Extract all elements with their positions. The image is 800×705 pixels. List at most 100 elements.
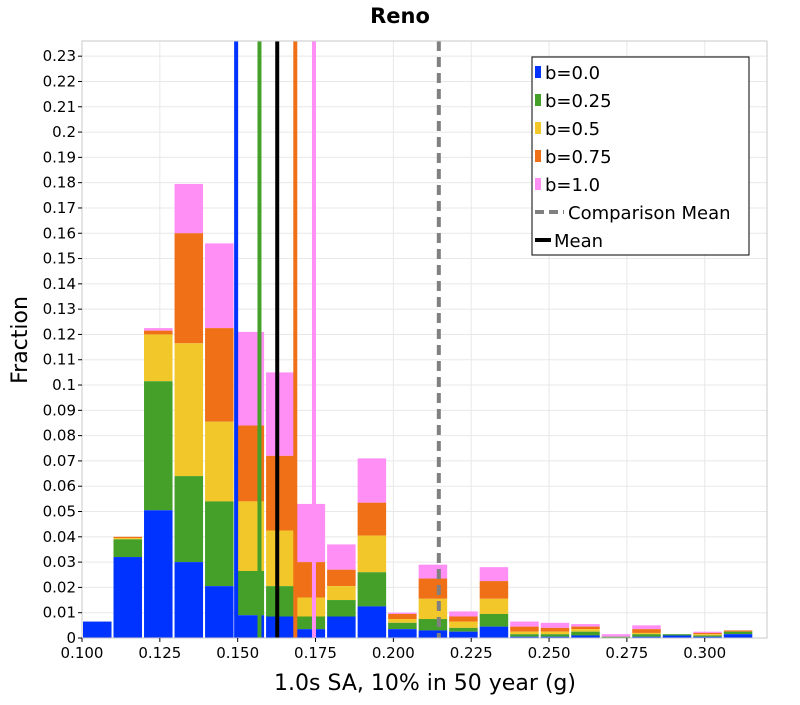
bar-segment-b-0-75 [144,330,173,335]
bar-segment-b-1-0 [357,458,387,503]
bar-segment-b-0-0 [479,626,509,638]
bar-segment-b-0-0 [205,586,234,638]
bar-segment-b-0-25 [479,613,509,627]
bar-segment-b-0-25 [266,586,295,617]
legend-box [531,56,750,256]
bar-segment-b-0-25 [693,635,722,637]
bar-segment-b-0-75 [449,616,478,622]
y-tick-label: 0.12 [43,325,76,343]
y-tick-label: 0.02 [43,578,76,596]
bar-segment-b-1-0 [418,564,448,579]
x-axis-label: 1.0s SA, 10% in 50 year (g) [274,671,576,696]
legend-label-b-1-0: b=1.0 [545,175,600,196]
bar-segment-b-0-5 [144,334,173,382]
bars-layer [83,183,753,638]
y-tick-label: 0.05 [43,503,76,521]
x-tick-label: 0.125 [138,644,181,662]
bar-segment-b-0-0 [83,621,112,638]
bar-segment-b-0-0 [662,635,692,638]
bar-segment-b-1-0 [571,624,600,627]
bar-segment-b-0-75 [510,626,539,632]
bar-segment-b-1-0 [205,243,234,329]
bar-segment-b-1-0 [266,372,295,456]
bar-segment-b-1-0 [601,634,631,637]
legend-label-b-0-25: b=0.25 [545,91,612,112]
legend-swatch-b-0-75 [535,150,541,162]
bar-segment-b-1-0 [144,328,173,331]
bar-segment-b-0-0 [540,636,570,638]
bar-segment-b-0-5 [327,586,356,601]
x-tick-label: 0.300 [683,644,726,662]
y-tick-label: 0.17 [43,199,76,217]
bar-segment-b-0-25 [418,619,448,631]
bar-segment-b-0-5 [357,535,387,573]
bar-segment-b-0-5 [174,343,204,477]
bar-segment-b-0-75 [632,629,661,633]
bar-segment-b-0-5 [693,634,722,636]
bar-segment-b-0-5 [632,632,661,635]
bar-segment-b-0-75 [266,455,295,531]
bar-segment-b-0-75 [693,632,722,635]
legend-swatch-b-1-0 [535,178,541,190]
bar-segment-b-0-5 [266,530,295,587]
bar-segment-b-0-0 [510,636,539,638]
chart-title: Reno [370,4,430,28]
bar-segment-b-0-25 [205,501,234,587]
y-tick-label: 0.15 [43,250,76,268]
bar-segment-b-0-75 [296,562,326,598]
y-tick-label: 0.21 [43,98,76,116]
y-tick-label: 0.04 [43,528,76,546]
y-axis-ticks: 0 0.01 0.02 0.03 0.04 0.05 0.06 0.07 0.08 0.09 0.1… [43,47,82,647]
legend-label-b-0-0: b=0.0 [545,63,600,84]
x-tick-label: 0.225 [450,644,493,662]
legend: b=0.0 b=0.25 b=0.5 b=0.75 b=1.0 Comparison Me… [531,56,750,256]
bar-segment-b-0-0 [723,634,753,638]
legend-label-b-0-5: b=0.5 [545,119,600,140]
bar-segment-b-0-25 [357,572,387,607]
bar-segment-b-0-0 [571,635,600,638]
bar-segment-b-0-25 [632,634,661,637]
bar-segment-b-1-0 [388,612,417,614]
bar-segment-b-0-0 [632,636,661,638]
bar-segment-b-0-25 [296,616,326,630]
bar-segment-b-0-25 [327,600,356,617]
bar-segment-b-0-25 [662,634,692,636]
plot-frame [81,40,768,639]
bar-segment-b-0-0 [388,629,417,638]
bar-segment-b-0-75 [479,581,509,599]
bar-segment-b-0-75 [723,630,753,632]
legend-label-comparison-mean: Comparison Mean [568,203,731,224]
mean-lines-layer [234,41,441,638]
bar-segment-b-0-25 [540,634,570,637]
y-tick-label: 0.1 [52,376,76,394]
y-tick-label: 0.22 [43,72,76,90]
y-tick-label: 0.16 [43,224,76,242]
bar-segment-b-0-25 [510,634,539,637]
y-tick-label: 0.11 [43,351,76,369]
y-tick-label: 0 [66,629,76,647]
bar-segment-b-1-0 [449,611,478,617]
bar-segment-b-1-0 [479,567,509,582]
y-tick-label: 0.03 [43,553,76,571]
bar-segment-b-0-75 [388,613,417,620]
bar-segment-b-0-0 [357,606,387,638]
bar-segment-b-0-5 [418,598,448,620]
bar-segment-b-0-75 [540,627,570,632]
bar-segment-b-0-75 [327,569,356,587]
y-tick-label: 0.08 [43,427,76,445]
bar-segment-b-0-5 [510,631,539,635]
legend-swatch-b-0-5 [535,122,541,134]
bar-segment-b-0-0 [418,630,448,638]
y-tick-label: 0.23 [43,47,76,65]
y-tick-label: 0.18 [43,174,76,192]
bar-segment-b-0-75 [418,578,448,599]
bar-segment-b-0-5 [296,597,326,617]
x-tick-label: 0.175 [294,644,337,662]
bar-segment-b-0-25 [174,476,204,563]
x-axis-ticks: 0.100 0.125 0.150 0.175 0.200 0.225 0.250 0.275… [61,638,726,662]
bar-segment-b-0-0 [327,616,356,638]
bar-segment-b-0-0 [113,557,143,638]
y-tick-label: 0.06 [43,477,76,495]
